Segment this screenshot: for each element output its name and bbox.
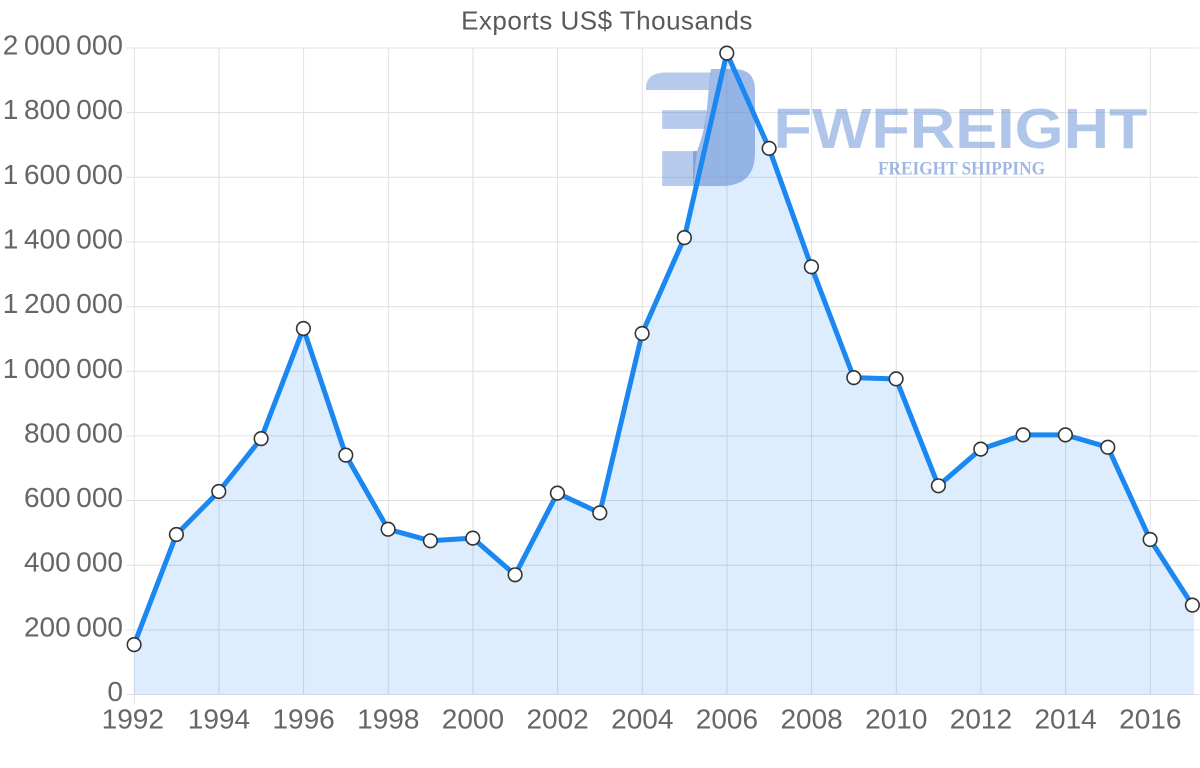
svg-text:1 600 000: 1 600 000 <box>3 159 123 190</box>
svg-text:2004: 2004 <box>611 704 673 735</box>
svg-text:2016: 2016 <box>1119 704 1181 735</box>
svg-text:1996: 1996 <box>272 704 334 735</box>
svg-text:FWFREIGHT: FWFREIGHT <box>774 97 1148 161</box>
svg-text:600 000: 600 000 <box>24 482 123 513</box>
svg-text:2010: 2010 <box>865 704 927 735</box>
svg-text:2002: 2002 <box>526 704 588 735</box>
svg-text:2 000 000: 2 000 000 <box>3 30 123 61</box>
svg-text:1 800 000: 1 800 000 <box>3 94 123 125</box>
svg-text:2008: 2008 <box>780 704 842 735</box>
svg-text:1 200 000: 1 200 000 <box>3 288 123 319</box>
svg-text:2006: 2006 <box>696 704 758 735</box>
svg-text:2012: 2012 <box>950 704 1012 735</box>
svg-text:1998: 1998 <box>357 704 419 735</box>
svg-text:2014: 2014 <box>1034 704 1096 735</box>
svg-text:1 400 000: 1 400 000 <box>3 223 123 254</box>
svg-text:Exports US$ Thousands: Exports US$ Thousands <box>461 6 753 36</box>
svg-text:200 000: 200 000 <box>24 611 123 642</box>
svg-text:400 000: 400 000 <box>24 547 123 578</box>
svg-text:0: 0 <box>107 676 123 707</box>
svg-text:1 000 000: 1 000 000 <box>3 353 123 384</box>
svg-text:1994: 1994 <box>188 704 250 735</box>
svg-text:2000: 2000 <box>442 704 504 735</box>
svg-text:800 000: 800 000 <box>24 417 123 448</box>
svg-text:FREIGHT SHIPPING: FREIGHT SHIPPING <box>878 159 1045 180</box>
svg-text:1992: 1992 <box>102 704 164 735</box>
